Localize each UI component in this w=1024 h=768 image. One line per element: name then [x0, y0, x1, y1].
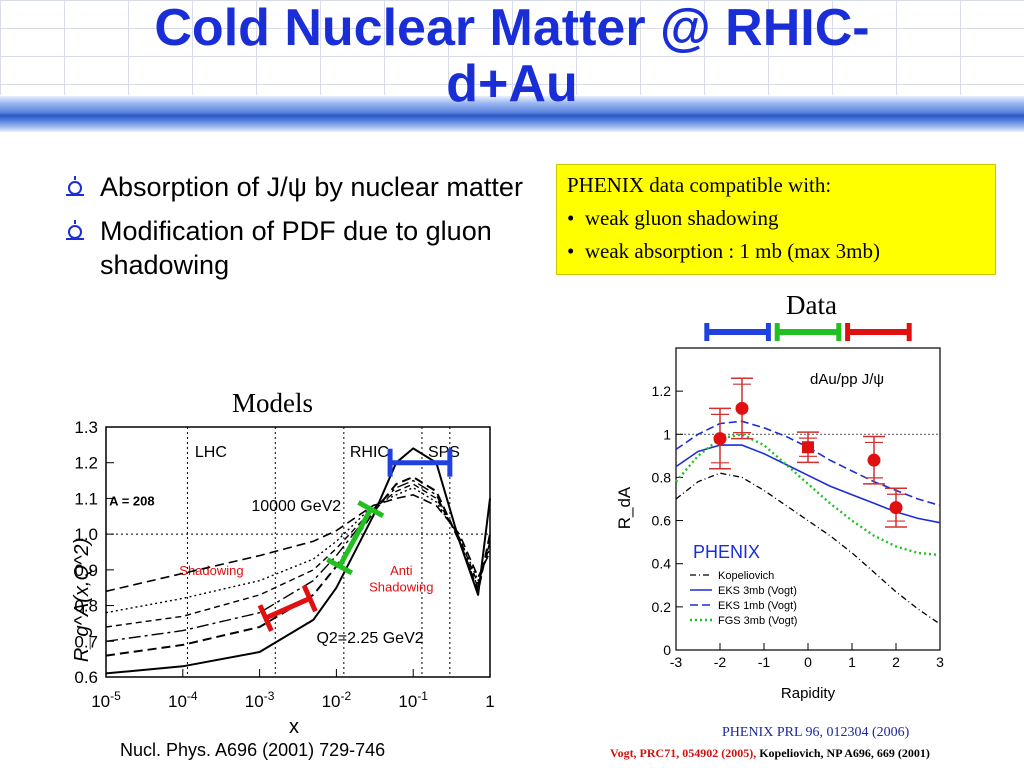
slide-title-line2: d+Au	[446, 55, 578, 113]
model-curve	[675, 472, 941, 625]
y-tick-label: 1.2	[652, 383, 672, 399]
x-tick-label: 0	[804, 654, 812, 670]
plot-frame	[105, 426, 491, 678]
legend-label: Kopeliovich	[718, 570, 774, 582]
x-tick-label: -2	[714, 654, 727, 670]
region-label: RHIC	[350, 444, 389, 461]
y-tick-label: 0.6	[74, 668, 98, 687]
x-tick-label: 2	[892, 654, 900, 670]
slide-title: Cold Nuclear Matter @ RHIC- d+Au	[0, 0, 1024, 112]
models-label: Models	[232, 388, 313, 418]
slide-title-line1: Cold Nuclear Matter @ RHIC-	[154, 0, 870, 57]
conclusion-box: PHENIX data compatible with: • weak gluo…	[556, 164, 996, 275]
region-label: SPS	[428, 444, 460, 461]
bullet-list: Absorption of J/ψ by nuclear matter Modi…	[62, 170, 532, 292]
x-tick-label: 1	[485, 692, 494, 711]
title-background	[0, 0, 1024, 95]
x-axis-label: x	[289, 716, 299, 738]
data-point	[735, 401, 749, 415]
chart-annotation: Shadowing	[369, 579, 433, 594]
model-curve	[105, 494, 491, 593]
conclusion-heading: PHENIX data compatible with:	[567, 173, 832, 197]
bullet-item: Absorption of J/ψ by nuclear matter	[62, 170, 532, 204]
reference-phenix: PHENIX PRL 96, 012304 (2006)	[722, 725, 910, 740]
y-tick-label: 1	[663, 426, 671, 442]
y-tick-label: 0	[663, 642, 671, 658]
shadowing-models-chart: R_g^A(x,Q^2) x 10-5 10-4 10-3 10-2 10-1 1 0.6 0…	[71, 418, 495, 738]
x-tick-label: 3	[936, 654, 944, 670]
x-tick-label: 10-1	[398, 689, 428, 711]
experiment-label: PHENIX	[693, 542, 760, 562]
x-tick-label: 10-2	[322, 689, 352, 711]
legend-label: FGS 3mb (Vogt)	[718, 615, 797, 627]
y-tick-label: 0.8	[652, 469, 672, 485]
title-band	[0, 96, 1024, 132]
chart-annotation: Q2=2.25 GeV2	[316, 630, 423, 647]
x-range-cap	[326, 557, 354, 576]
data-label: Data	[786, 290, 837, 320]
y-tick-label: 1.0	[74, 525, 98, 544]
region-label: LHC	[195, 444, 227, 461]
x-tick-label: 10-3	[245, 689, 275, 711]
x-range-cap	[357, 500, 385, 519]
reference-kopeliovich: Kopeliovich, NP A696, 669 (2001)	[756, 746, 930, 760]
model-curve	[105, 479, 491, 642]
x-range-cap	[301, 584, 318, 613]
y-tick-label: 0.8	[74, 597, 98, 616]
y-tick-label: 0.6	[652, 513, 672, 529]
chart-annotation: A = 208	[109, 494, 154, 509]
y-tick-label: 1.1	[74, 489, 98, 508]
chart-annotation: Shadowing	[179, 563, 243, 578]
model-curve	[105, 447, 491, 675]
y-tick-label: 0.7	[74, 632, 98, 651]
model-curve	[105, 487, 491, 614]
x-range-marker	[337, 507, 373, 568]
legend-label: EKS 3mb (Vogt)	[718, 585, 797, 597]
reference-vogt: Vogt, PRC71, 054902 (2005),	[610, 746, 757, 760]
y-tick-label: 0.9	[74, 561, 98, 580]
x-tick-label: 10-4	[168, 689, 198, 711]
data-point	[889, 501, 903, 515]
bullet-item: Modification of PDF due to gluon shadowi…	[62, 214, 532, 282]
data-point	[713, 432, 727, 446]
x-tick-label: -1	[758, 654, 771, 670]
legend-label: EKS 1mb (Vogt)	[718, 600, 797, 612]
sun-bullet-icon	[66, 220, 84, 240]
data-point	[802, 441, 814, 454]
chart-annotation: Anti	[390, 563, 413, 578]
chart-title: dAu/pp J/ψ	[810, 371, 884, 388]
y-tick-label: 0.4	[652, 556, 672, 572]
conclusion-item: • weak absorption : 1 mb (max 3mb)	[567, 239, 880, 263]
model-curve	[105, 483, 491, 628]
x-tick-label: -3	[670, 654, 683, 670]
y-tick-label: 1.3	[74, 418, 98, 437]
bullet-text: Absorption of J/ψ by nuclear matter	[100, 172, 523, 202]
y-tick-label: 0.2	[652, 599, 672, 615]
x-range-cap	[257, 604, 274, 632]
x-axis-label: Rapidity	[781, 685, 836, 702]
chart-annotation: 10000 GeV2	[251, 498, 341, 515]
rda-rapidity-chart: R_dA Rapidity dAu/pp J/ψ PHENIX -3 -2 -1 0 1…	[615, 323, 944, 702]
y-tick-label: 1.2	[74, 454, 98, 473]
sun-bullet-icon	[66, 176, 84, 196]
plot-frame	[675, 347, 941, 651]
data-point	[867, 453, 881, 467]
reference-left: Nucl. Phys. A696 (2001) 729-746	[120, 740, 386, 760]
y-axis-label: R_g^A(x,Q^2)	[71, 538, 93, 662]
x-tick-label: 1	[848, 654, 856, 670]
y-axis-label: R_dA	[615, 486, 634, 529]
x-tick-label: 10-5	[91, 689, 121, 711]
bullet-text: Modification of PDF due to gluon shadowi…	[100, 216, 492, 280]
x-range-marker	[264, 596, 311, 621]
reference-theory: Vogt, PRC71, 054902 (2005), Kopeliovich,…	[610, 746, 930, 761]
conclusion-item: • weak gluon shadowing	[567, 206, 779, 230]
